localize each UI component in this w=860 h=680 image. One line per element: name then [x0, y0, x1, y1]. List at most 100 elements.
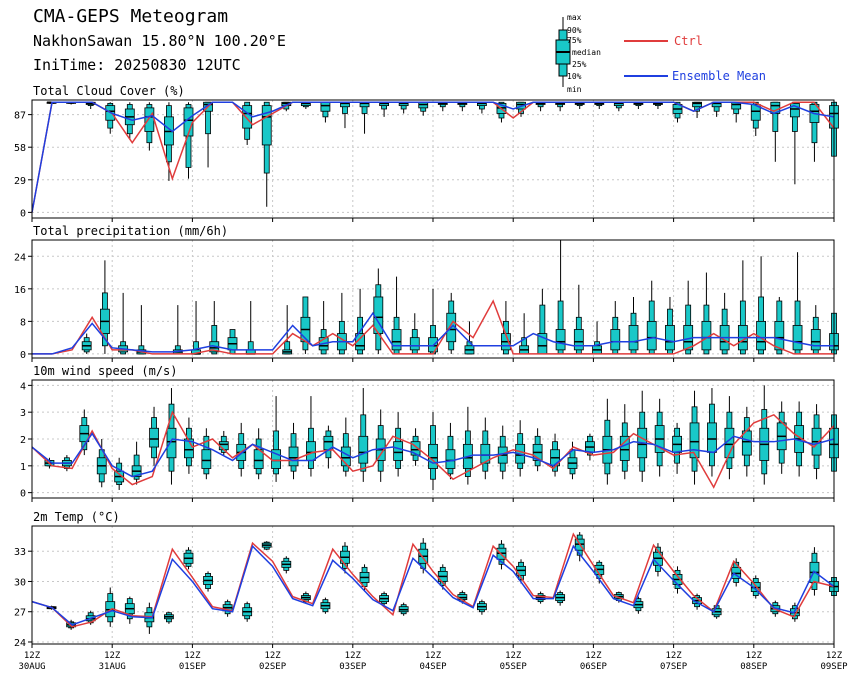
box-plot: [555, 590, 566, 606]
box-plot: [281, 556, 292, 574]
box-plot: [340, 101, 350, 129]
box-plot: [707, 388, 717, 477]
box-plot: [398, 101, 409, 114]
box-p25-p75: [320, 101, 331, 112]
x-tick-date: 06SEP: [580, 662, 608, 672]
box-plot: [149, 406, 159, 466]
box-plot: [105, 587, 116, 627]
box-plot: [731, 101, 742, 123]
box-plot: [445, 422, 456, 480]
y-tick-label: 27: [14, 608, 26, 619]
box-p25-p75: [288, 446, 299, 467]
box-plot: [336, 292, 347, 355]
box-plot: [81, 333, 92, 354]
box-p25-p75: [410, 441, 421, 456]
box-p25-p75: [750, 104, 761, 121]
box-plot: [288, 422, 299, 480]
box-p25-p75: [810, 329, 821, 351]
y-tick-label: 24: [14, 638, 26, 649]
box-plot: [164, 102, 174, 181]
box-plot: [535, 591, 546, 604]
box-p25-p75: [610, 329, 621, 351]
x-tick-hour: 12Z: [425, 651, 442, 661]
y-tick-label: 24: [14, 252, 26, 263]
box-p25-p75: [242, 105, 253, 129]
panel-1: Total precipitation (mm/6h) 0 8 16 24: [14, 224, 839, 362]
box-plot: [515, 420, 526, 477]
box-plot: [222, 599, 233, 617]
box-plot: [573, 284, 584, 355]
box-plot: [318, 301, 329, 355]
y-tick-label: 1: [20, 462, 26, 473]
legend-ctrl-label: Ctrl: [674, 34, 703, 48]
legend: max 90%75% median 25% 10% min Ctrl Ensemble Mea…: [555, 13, 766, 94]
box-p25-p75: [355, 333, 365, 351]
box-p25-p75: [792, 325, 803, 351]
box-plot: [719, 292, 730, 355]
y-tick-label: 33: [14, 547, 26, 558]
x-tick-date: 02SEP: [259, 662, 287, 672]
box-plot: [320, 597, 331, 614]
box-plot: [646, 280, 657, 355]
box-plot: [393, 412, 404, 477]
box-plot: [261, 541, 272, 551]
x-tick-hour: 12Z: [184, 651, 201, 661]
box-plot: [759, 385, 770, 485]
box-p25-p75: [707, 422, 717, 453]
box-p10-p90: [211, 325, 218, 355]
box-plot: [166, 388, 177, 485]
box-plot: [610, 301, 621, 355]
box-plot: [810, 305, 821, 355]
box-plot: [379, 591, 389, 606]
box-plot: [776, 401, 787, 474]
y-tick-label: 8: [20, 317, 26, 328]
x-tick-date: 03SEP: [339, 662, 367, 672]
box-plot: [261, 101, 272, 207]
box-plot: [428, 288, 438, 355]
box-plot: [320, 101, 331, 123]
x-tick-date: 09SEP: [820, 662, 848, 672]
box-p25-p75: [201, 449, 212, 469]
box-plot: [136, 305, 147, 355]
box-plot: [457, 101, 468, 112]
x-axis: 12Z30AUG12Z31AUG12Z01SEP12Z02SEP12Z03SEP…: [18, 651, 848, 672]
box-plot: [574, 532, 585, 562]
box-plot: [79, 409, 90, 456]
box-plot: [480, 417, 491, 480]
legend-label-3: median: [572, 48, 601, 57]
x-tick-hour: 12Z: [585, 651, 602, 661]
box-plot: [184, 417, 194, 474]
box-p25-p75: [646, 320, 657, 351]
box-plot: [300, 296, 311, 354]
y-tick-label: 16: [14, 285, 26, 296]
box-plot: [555, 240, 566, 355]
y-tick-label: 30: [14, 577, 26, 588]
ensemble-mean-series-line: [32, 311, 834, 355]
box-plot: [809, 101, 820, 162]
box-plot: [253, 428, 264, 480]
box-p25-p75: [391, 329, 402, 351]
box-plot: [437, 101, 448, 112]
y-tick-label: 3: [20, 408, 26, 419]
box-plot: [792, 252, 803, 355]
legend-label-0: max: [567, 13, 582, 22]
box-plot: [373, 268, 384, 354]
box-plot: [633, 101, 644, 109]
box-p25-p75: [393, 441, 404, 461]
x-tick-date: 31AUG: [99, 662, 126, 672]
box-plot: [692, 101, 702, 118]
ctrl-series-line: [32, 299, 834, 355]
box-plot: [464, 321, 475, 355]
box-plot: [409, 313, 420, 355]
x-tick-date: 01SEP: [179, 662, 207, 672]
box-plot: [701, 272, 712, 355]
box-plot: [477, 599, 487, 615]
panel-title: 2m Temp (°C): [33, 510, 120, 524]
legend-label-1: 90%: [567, 26, 582, 35]
y-tick-label: 29: [14, 176, 26, 187]
x-tick-date: 07SEP: [660, 662, 688, 672]
box-p25-p75: [555, 329, 566, 351]
panel-title: 10m wind speed (m/s): [33, 364, 178, 378]
box-plot: [683, 280, 694, 355]
